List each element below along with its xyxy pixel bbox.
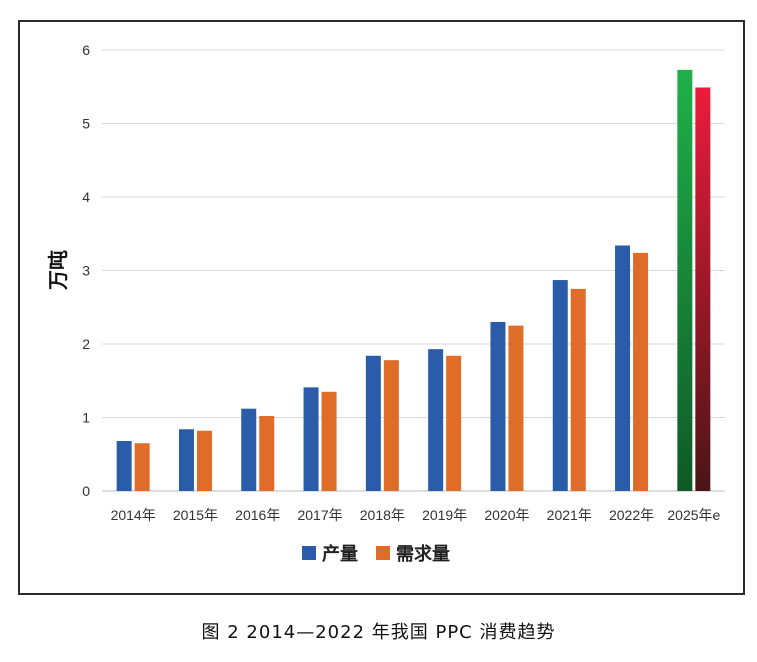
x-tick-label: 2015年 (173, 507, 218, 523)
bar-demand (259, 416, 275, 491)
x-tick-label: 2019年 (422, 507, 467, 523)
legend-label: 需求量 (396, 543, 450, 565)
bar-demand (446, 355, 462, 491)
bar-demand (570, 288, 586, 491)
bar-demand (196, 430, 212, 491)
bar-demand (695, 87, 711, 492)
y-tick-label: 5 (82, 116, 90, 132)
legend-label: 产量 (322, 543, 358, 565)
x-tick-label: 2018年 (360, 507, 405, 523)
x-axis-ticks: 2014年 2015年 2016年 2017年 2018年 2019年 2020年 2021年… (111, 507, 721, 523)
bar-demand (134, 443, 150, 491)
x-tick-label: 2016年 (235, 507, 280, 523)
x-tick-label: 2025年e (667, 507, 720, 523)
y-axis-ticks: 0 1 2 3 4 5 6 (82, 42, 90, 499)
y-axis-label: 万吨 (46, 250, 70, 291)
bar-production (241, 408, 257, 491)
x-tick-label: 2017年 (297, 507, 342, 523)
x-tick-label: 2020年 (484, 507, 529, 523)
bar-production (116, 441, 132, 491)
bar-demand (321, 391, 337, 491)
bar-production (490, 321, 506, 491)
x-tick-label: 2021年 (547, 507, 592, 523)
bar-production (677, 69, 693, 491)
bar-production (178, 429, 194, 491)
y-tick-label: 6 (82, 42, 90, 58)
y-tick-label: 3 (82, 263, 90, 279)
x-tick-label: 2014年 (111, 507, 156, 523)
bar-production (303, 387, 319, 491)
bar-production (428, 349, 444, 491)
bar-production (365, 355, 381, 491)
legend: 产量 需求量 (302, 543, 450, 565)
y-tick-label: 4 (82, 189, 90, 205)
bar-production (552, 280, 568, 491)
bar-demand (633, 252, 649, 491)
bar-production (615, 245, 631, 491)
bar-demand (383, 360, 399, 491)
y-tick-label: 2 (82, 336, 90, 352)
y-tick-label: 0 (82, 483, 90, 499)
y-tick-label: 1 (82, 410, 90, 426)
bar-demand (508, 325, 524, 491)
x-tick-label: 2022年 (609, 507, 654, 523)
gridlines (102, 49, 725, 492)
legend-swatch (376, 546, 390, 560)
figure-caption: 图 2 2014—2022 年我国 PPC 消费趋势 (201, 622, 556, 643)
legend-swatch (302, 546, 316, 560)
bars (116, 69, 711, 492)
